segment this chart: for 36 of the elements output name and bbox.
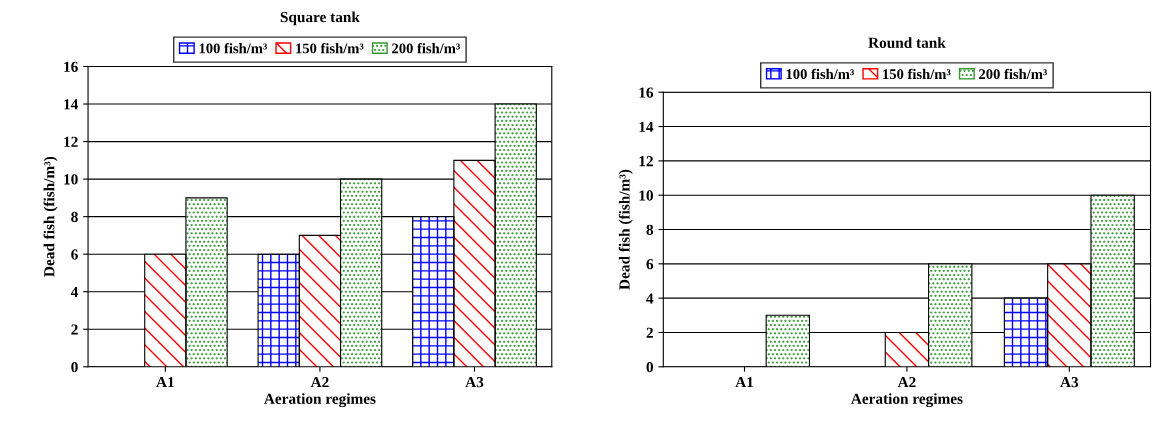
y-tick-label: 0 [71, 361, 78, 373]
x-axis-title: Aeration regimes [850, 393, 963, 408]
y-tick-label: 12 [64, 136, 78, 147]
legend-label: 150 fish/m³ [883, 68, 951, 80]
x-tick-label: A1 [156, 377, 174, 388]
y-axis-title: Dead fish (fish/m³) [618, 169, 633, 290]
y-tick-label: 14 [639, 121, 654, 132]
y-tick-label: 2 [646, 327, 653, 338]
legend-label: 100 fish/m³ [786, 68, 854, 80]
legend-label: 200 fish/m³ [979, 68, 1047, 80]
legend-label: 150 fish/m³ [296, 42, 364, 54]
y-tick-label: 16 [64, 61, 78, 72]
x-tick-label: A1 [735, 377, 754, 388]
y-tick-label: 4 [70, 286, 79, 298]
x-tick-label: A3 [1060, 377, 1079, 388]
x-axis-title: Aeration regimes [263, 393, 376, 408]
x-tick-label: A2 [310, 377, 329, 388]
chart-title: Square tank [280, 11, 360, 26]
y-tick-label: 6 [71, 249, 78, 260]
y-tick-label: 10 [639, 190, 654, 201]
y-tick-label: 0 [646, 361, 654, 373]
y-tick-label: 16 [639, 87, 654, 98]
y-tick-label: 10 [64, 174, 78, 185]
y-tick-label: 12 [639, 156, 653, 167]
y-tick-label: 14 [64, 99, 79, 110]
legend-label: 100 fish/m³ [199, 42, 267, 54]
legend-label: 200 fish/m³ [392, 42, 460, 54]
y-tick-label: 4 [646, 293, 654, 304]
y-tick-label: 2 [71, 324, 78, 335]
y-axis-title: Dead fish (fish/m³) [43, 156, 58, 277]
y-tick-label: 6 [646, 259, 654, 270]
x-tick-label: A2 [897, 377, 916, 388]
chart-title: Round tank [868, 37, 946, 48]
y-tick-label: 8 [71, 211, 78, 223]
y-tick-label: 8 [646, 224, 654, 235]
x-tick-label: A3 [465, 377, 484, 388]
